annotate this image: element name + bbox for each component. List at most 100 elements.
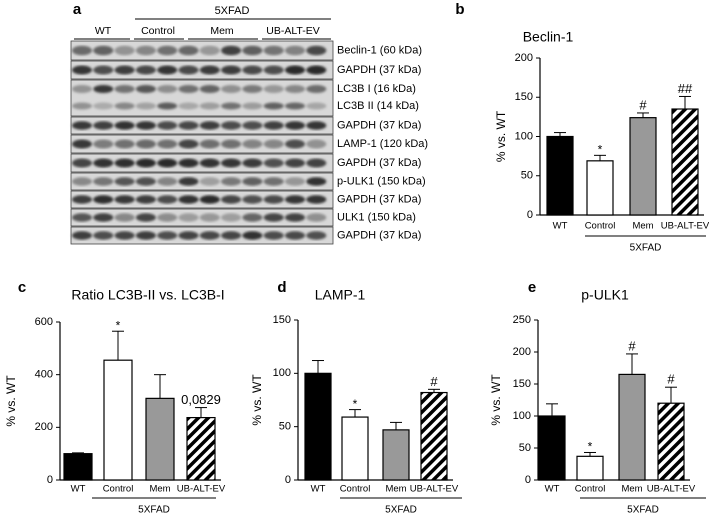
band <box>157 85 178 93</box>
band <box>306 45 327 56</box>
band <box>242 121 263 130</box>
significance-label: * <box>353 397 358 411</box>
y-tick-label: 600 <box>35 316 53 328</box>
x-tick-label: WT <box>311 484 326 495</box>
y-tick-label: 0 <box>527 209 533 221</box>
band <box>93 139 114 149</box>
row-label: GAPDH (37 kDa) <box>337 119 421 131</box>
y-tick-label: 100 <box>513 410 531 422</box>
bar <box>618 373 646 481</box>
y-tick-label: 250 <box>513 314 531 326</box>
x-tick-label: WT <box>545 484 560 495</box>
y-tick-label: 0 <box>285 474 291 486</box>
bar <box>63 453 93 481</box>
band <box>242 231 263 240</box>
x-tick-label: UB-ALT-EV <box>661 221 709 232</box>
band <box>285 85 305 93</box>
x-tick-label: WT <box>553 221 568 232</box>
band <box>93 231 114 240</box>
band <box>72 158 92 168</box>
band <box>114 121 135 130</box>
y-tick-label: 200 <box>35 421 53 433</box>
band <box>135 45 156 56</box>
band <box>178 231 199 240</box>
group-label: 5XFAD <box>630 243 662 254</box>
band <box>135 85 156 93</box>
band <box>306 231 327 240</box>
band <box>135 139 156 149</box>
row-label: LC3B I (16 kDa) <box>337 83 416 95</box>
bar <box>671 108 699 216</box>
band <box>72 177 92 186</box>
row-label: GAPDH (37 kDa) <box>337 229 421 241</box>
band <box>306 121 327 130</box>
blot-bands <box>72 85 327 110</box>
band <box>242 195 263 204</box>
band <box>263 102 284 110</box>
bar <box>186 416 216 481</box>
band <box>306 158 327 168</box>
significance-label: # <box>667 372 675 387</box>
band <box>178 195 199 204</box>
row-label: p-ULK1 (150 kDa) <box>337 175 426 187</box>
bar <box>586 160 614 216</box>
bar <box>576 455 604 481</box>
band <box>263 231 284 240</box>
panel-label: b <box>455 1 464 18</box>
band <box>72 121 92 130</box>
band <box>263 213 284 222</box>
bar <box>657 402 685 481</box>
band <box>263 158 284 168</box>
blot-bands <box>72 65 327 75</box>
y-tick-label: 100 <box>273 367 291 379</box>
band <box>199 213 220 222</box>
band <box>178 102 199 110</box>
band <box>285 231 305 240</box>
significance-label: # <box>430 374 438 389</box>
band <box>135 177 156 186</box>
lane-label: Control <box>141 25 175 37</box>
band <box>93 102 114 110</box>
band <box>93 177 114 186</box>
band <box>242 139 263 149</box>
chart-title: Beclin-1 <box>523 29 574 45</box>
band <box>199 195 220 204</box>
band <box>199 121 220 130</box>
band <box>199 177 220 186</box>
band <box>157 65 178 75</box>
band <box>157 177 178 186</box>
band <box>72 231 92 240</box>
lane-label: Mem <box>210 25 234 37</box>
band <box>157 45 178 56</box>
band <box>221 139 242 149</box>
x-tick-label: Mem <box>621 484 642 495</box>
band <box>114 65 135 75</box>
x-tick-label: Mem <box>632 221 653 232</box>
band <box>157 231 178 240</box>
lane-label: WT <box>95 25 112 37</box>
band <box>93 213 114 222</box>
x-tick-label: UB-ALT-EV <box>647 484 696 495</box>
band <box>306 195 327 204</box>
x-tick-label: Control <box>340 484 371 495</box>
band <box>221 85 242 93</box>
bar <box>420 391 448 481</box>
band <box>157 139 178 149</box>
band <box>93 121 114 130</box>
band <box>72 213 92 222</box>
significance-label: 0,0829 <box>181 392 221 407</box>
y-tick-label: 200 <box>513 346 531 358</box>
band <box>285 121 305 130</box>
band <box>114 102 135 110</box>
band <box>263 45 284 56</box>
band <box>114 195 135 204</box>
y-tick-label: 50 <box>521 170 533 182</box>
band <box>135 158 156 168</box>
y-tick-label: 400 <box>35 369 53 381</box>
band <box>306 85 327 93</box>
band <box>157 158 178 168</box>
band <box>263 121 284 130</box>
band <box>93 158 114 168</box>
blot-bands <box>72 121 327 130</box>
